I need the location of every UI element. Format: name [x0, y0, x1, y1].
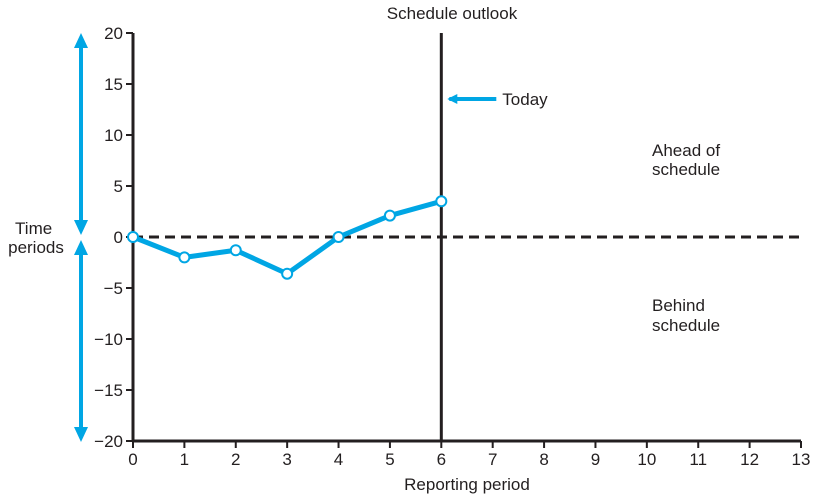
y-tick-label: −20 — [94, 432, 123, 451]
y-axis-double-arrow — [74, 33, 88, 442]
x-tick-label: 4 — [334, 450, 343, 469]
y-tick-label: 0 — [114, 228, 123, 247]
series-points — [127, 195, 448, 280]
x-tick-label: 7 — [488, 450, 497, 469]
x-tick-label: 3 — [282, 450, 291, 469]
chart-title: Schedule outlook — [387, 4, 518, 23]
series-point — [332, 231, 345, 243]
x-tick-label: 0 — [128, 450, 137, 469]
x-tick-label: 9 — [591, 450, 600, 469]
y-axis-ticks: 20 15 10 5 0 −5 −10 −15 −20 — [94, 24, 133, 451]
ahead-line-1: Ahead of — [652, 141, 720, 160]
y-axis-label-line-1: Time — [15, 219, 52, 238]
y-tick-label: −15 — [94, 381, 123, 400]
y-tick-label: 15 — [104, 75, 123, 94]
y-axis-label-line-2: periods — [8, 238, 64, 257]
behind-line-2: schedule — [652, 316, 720, 335]
x-tick-label: 5 — [385, 450, 394, 469]
x-tick-label: 6 — [437, 450, 446, 469]
y-tick-label: −5 — [104, 279, 123, 298]
series-point — [383, 209, 396, 222]
series-point — [178, 251, 191, 264]
x-tick-label: 2 — [231, 450, 240, 469]
x-axis-ticks: 0 1 2 3 4 5 6 7 8 9 10 11 12 13 — [128, 441, 810, 469]
ahead-line-2: schedule — [652, 160, 720, 179]
y-tick-label: 5 — [114, 177, 123, 196]
y-tick-label: 20 — [104, 24, 123, 43]
today-label: Today — [502, 90, 548, 109]
series-point — [229, 244, 242, 257]
x-tick-label: 13 — [792, 450, 811, 469]
x-tick-label: 11 — [689, 450, 707, 469]
y-tick-label: 10 — [104, 126, 123, 145]
ahead-annotation: Ahead of schedule — [652, 141, 725, 179]
behind-line-1: Behind — [652, 296, 705, 315]
x-tick-label: 12 — [740, 450, 759, 469]
x-tick-label: 10 — [637, 450, 656, 469]
behind-annotation: Behind schedule — [652, 296, 720, 335]
y-axis-label: Time periods — [8, 219, 64, 257]
x-axis-label: Reporting period — [404, 475, 530, 494]
series-point — [127, 231, 139, 243]
series-point — [435, 195, 448, 208]
x-tick-label: 8 — [539, 450, 548, 469]
x-tick-label: 1 — [180, 450, 189, 469]
y-tick-label: −10 — [94, 330, 123, 349]
series-point — [281, 267, 294, 280]
